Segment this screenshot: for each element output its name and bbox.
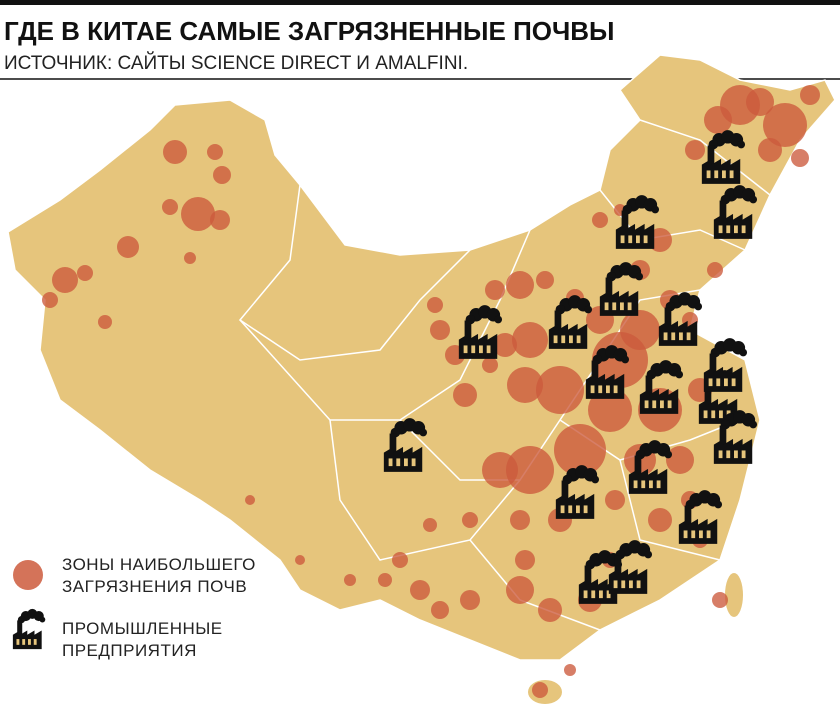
- pollution-zone: [763, 103, 807, 147]
- pollution-zone: [538, 598, 562, 622]
- pollution-zone: [512, 322, 548, 358]
- pollution-zone: [712, 592, 728, 608]
- pollution-zone: [77, 265, 93, 281]
- pollution-zone: [207, 144, 223, 160]
- pollution-zone: [42, 292, 58, 308]
- pollution-zone: [506, 271, 534, 299]
- legend-label: ПРЕДПРИЯТИЯ: [62, 641, 197, 660]
- legend-label: ПРОМЫШЛЕННЫЕ: [62, 619, 223, 638]
- pollution-zone: [564, 664, 576, 676]
- pollution-zone: [704, 106, 732, 134]
- pollution-zone: [210, 210, 230, 230]
- pollution-zone: [605, 490, 625, 510]
- pollution-zone: [515, 550, 535, 570]
- pollution-zone: [163, 140, 187, 164]
- pollution-zone: [245, 495, 255, 505]
- pollution-zone: [378, 573, 392, 587]
- pollution-zone: [532, 682, 548, 698]
- pollution-zone: [453, 383, 477, 407]
- pollution-zone: [592, 212, 608, 228]
- legend-label: ЗАГРЯЗНЕНИЯ ПОЧВ: [62, 577, 247, 596]
- province-borders: [238, 119, 771, 631]
- pollution-zone: [423, 518, 437, 532]
- pollution-zone: [462, 512, 478, 528]
- pollution-zone: [554, 424, 606, 476]
- pollution-zone: [485, 280, 505, 300]
- legend-factory-marker: [12, 608, 46, 650]
- legend-label: ЗОНЫ НАИБОЛЬШЕГО: [62, 555, 256, 574]
- pollution-zone: [746, 88, 774, 116]
- pollution-zone: [482, 452, 518, 488]
- pollution-zone: [213, 166, 231, 184]
- taiwan: [725, 573, 743, 617]
- pollution-zone: [392, 552, 408, 568]
- pollution-zone: [536, 366, 584, 414]
- pollution-zone: [510, 510, 530, 530]
- pollution-zone: [707, 262, 723, 278]
- pollution-zone: [482, 357, 498, 373]
- pollution-zone: [536, 271, 554, 289]
- pollution-zone: [117, 236, 139, 258]
- top-bar: [0, 0, 840, 5]
- pollution-zone: [791, 149, 809, 167]
- pollution-zone: [460, 590, 480, 610]
- pollution-zone: [52, 267, 78, 293]
- pollution-zone: [98, 315, 112, 329]
- pollution-zone: [648, 508, 672, 532]
- pollution-zone: [588, 388, 632, 432]
- pollution-zone: [184, 252, 196, 264]
- pollution-zone: [162, 199, 178, 215]
- pollution-zone: [295, 555, 305, 565]
- legend-zone-marker: [13, 560, 43, 590]
- pollution-zone: [410, 580, 430, 600]
- pollution-zone: [758, 138, 782, 162]
- pollution-zone: [666, 446, 694, 474]
- pollution-zone: [506, 446, 554, 494]
- subtitle: ИСТОЧНИК: САЙТЫ SCIENCE DIRECT И AMALFIN…: [4, 52, 468, 74]
- pollution-zone: [431, 601, 449, 619]
- pollution-zone: [493, 333, 517, 357]
- pollution-zone: [507, 367, 543, 403]
- pollution-zone: [685, 140, 705, 160]
- pollution-zone: [430, 320, 450, 340]
- title: ГДЕ В КИТАЕ САМЫЕ ЗАГРЯЗНЕННЫЕ ПОЧВЫ: [4, 16, 614, 46]
- pollution-zone: [427, 297, 443, 313]
- pollution-zone: [181, 197, 215, 231]
- pollution-zone: [800, 85, 820, 105]
- pollution-zone: [344, 574, 356, 586]
- pollution-zone: [506, 576, 534, 604]
